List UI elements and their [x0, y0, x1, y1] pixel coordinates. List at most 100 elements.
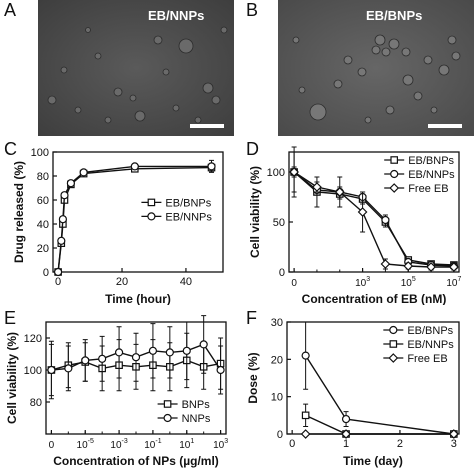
legend-label: EB/NNPs [165, 211, 212, 223]
panel-letter-b: B [246, 0, 259, 20]
legend-entry: Free EB [383, 353, 448, 365]
y-tick-label: 0 [43, 267, 49, 279]
data-point [64, 364, 73, 373]
y-tick-label: 20 [271, 354, 283, 366]
legend-entry: EB/BNPs [383, 325, 454, 337]
data-point [301, 351, 310, 360]
legend-marker [389, 340, 398, 348]
y-tick-label: 60 [37, 195, 49, 207]
legend-entry: EB/BNPs [384, 155, 455, 167]
y-tick-label: 100 [267, 167, 285, 179]
data-point [199, 340, 208, 349]
data-point [58, 215, 67, 224]
data-point [57, 236, 66, 245]
x-tick-label: 0 [55, 276, 61, 288]
data-point [148, 346, 158, 355]
series-line [305, 355, 454, 435]
y-tick-label: 120 [24, 333, 42, 345]
data-point [449, 262, 459, 272]
legend-marker [388, 353, 399, 363]
legend-entry: EB/BNPs [141, 197, 212, 209]
legend-label: NNPs [182, 413, 211, 425]
chart-drug-release: 0 20 40 60 80 100 0 20 40 Time (hour) Drug release… [12, 147, 224, 305]
x-tick-label: 3 [451, 438, 457, 450]
data-point [165, 348, 174, 357]
series-nnps [47, 315, 225, 397]
x-tick-label: 10-3 [110, 438, 127, 451]
data-point [53, 267, 63, 277]
legend-entry: Free EB [384, 183, 449, 195]
chart-dose: 0 10 20 30 0 1 2 3 Time (day) Dose (%) EB/BNPs EB/N… [246, 317, 460, 468]
x-tick-label: 103 [355, 276, 370, 289]
panel-letter-a: A [4, 0, 17, 20]
legend-entry: EB/NNPs [383, 339, 454, 351]
legend-entry: NNPs [157, 413, 211, 425]
legend-entry: EB/NNPs [384, 169, 455, 181]
y-axis-label: Cell viability (%) [5, 332, 19, 424]
series-eb-bnps [301, 321, 458, 439]
data-point [79, 168, 88, 177]
legend-marker [147, 198, 156, 207]
legend-marker [163, 400, 172, 408]
y-tick-label: 40 [37, 219, 49, 231]
y-tick-label: 0 [279, 267, 285, 279]
legend-entry: BNPs [157, 399, 211, 411]
series-free-eb [300, 429, 459, 439]
data-point [380, 259, 391, 269]
y-tick-label: 100 [31, 147, 49, 159]
legend-marker [389, 325, 398, 335]
panel-letter-e: E [4, 308, 17, 328]
legend-label: EB/BNPs [408, 155, 454, 167]
data-point [403, 261, 414, 271]
plot-frame [288, 151, 460, 273]
data-point [131, 353, 141, 362]
micrograph-eb-bnps-image [278, 0, 474, 136]
data-point [114, 348, 124, 357]
micrograph-eb-nnps: EB/NNPs [38, 0, 234, 136]
y-tick-label: 100 [24, 365, 42, 377]
panel-letter-f: F [246, 308, 257, 328]
data-point [312, 182, 322, 192]
legend-label: EB/NNPs [408, 169, 455, 181]
series-eb-nnps [53, 159, 216, 277]
x-tick-label: 40 [180, 276, 192, 288]
micrograph-eb-nnps-image [38, 0, 234, 136]
series-line [293, 171, 454, 266]
y-tick-label: 20 [37, 243, 49, 255]
legend-label: BNPs [182, 399, 211, 411]
x-tick-label: 2 [397, 438, 403, 450]
x-tick-label: 0 [49, 440, 55, 451]
x-tick-label: 105 [401, 276, 416, 289]
legend-label: Free EB [408, 183, 448, 195]
legend-label: Free EB [407, 353, 447, 365]
x-tick-label: 1 [343, 438, 349, 450]
data-point [381, 215, 390, 225]
micrograph-eb-bnps-label: EB/BNPs [366, 8, 423, 23]
data-point [182, 346, 191, 355]
data-point [300, 429, 311, 439]
y-tick-label: 80 [30, 397, 42, 409]
x-tick-label: 0 [291, 278, 297, 289]
data-point [98, 354, 107, 363]
data-point [60, 191, 69, 200]
data-point [426, 262, 436, 272]
scale-bar [428, 124, 462, 128]
legend-label: EB/BNPs [165, 197, 211, 209]
y-axis-label: Cell viability (%) [248, 166, 262, 258]
panel-letter-d: D [246, 139, 259, 159]
micrograph-eb-nnps-label: EB/NNPs [148, 8, 205, 23]
data-point [448, 429, 459, 439]
x-tick-label: 10-1 [144, 438, 161, 451]
scale-bar [190, 124, 224, 128]
x-axis-label: Concentration of EB (nM) [302, 292, 447, 305]
x-tick-label: 0 [289, 438, 295, 450]
data-point [357, 207, 368, 217]
plot-frame [52, 151, 224, 273]
micrograph-eb-bnps: EB/BNPs [278, 0, 474, 136]
y-tick-label: 10 [271, 392, 283, 404]
data-point [334, 187, 345, 197]
data-point [216, 365, 225, 375]
series-eb-nnps [301, 403, 458, 438]
legend-marker [389, 183, 400, 193]
data-point [301, 411, 310, 420]
